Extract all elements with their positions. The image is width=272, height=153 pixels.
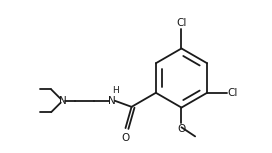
- Text: N: N: [108, 96, 116, 106]
- Text: O: O: [177, 124, 186, 134]
- Text: Cl: Cl: [176, 18, 187, 28]
- Text: Cl: Cl: [228, 88, 238, 98]
- Text: O: O: [121, 133, 130, 143]
- Text: N: N: [59, 96, 66, 106]
- Text: H: H: [113, 86, 119, 95]
